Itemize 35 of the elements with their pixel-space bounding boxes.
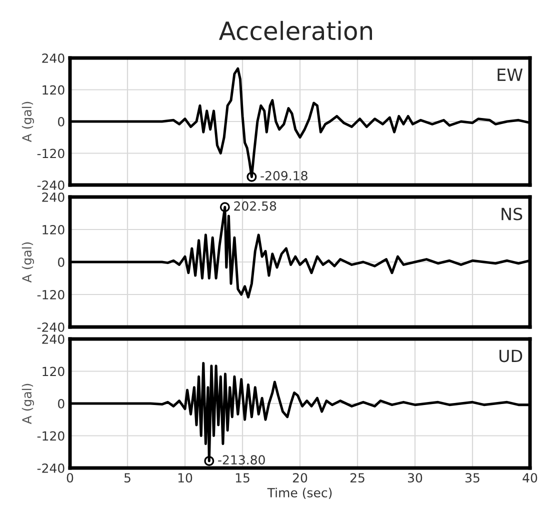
x-tick-label: 15 <box>236 473 250 483</box>
y-tick-label: -120 <box>37 431 64 441</box>
x-tick-label: 30 <box>408 473 422 483</box>
text: UD <box>500 350 522 362</box>
x-tick-label: 10 <box>178 473 192 483</box>
y-tick-label: -240 <box>37 322 64 332</box>
y-tick-label: -240 <box>37 180 64 190</box>
x-axis-title: Time (sec) <box>267 488 332 499</box>
annotation: -209.18 <box>260 171 308 180</box>
y-tick-label: -240 <box>37 463 64 473</box>
annotation: 202.58 <box>234 201 276 211</box>
y-axis-title: A (gal) <box>22 242 34 283</box>
text: NS <box>502 208 522 220</box>
text: EW <box>498 68 523 81</box>
annotation: -213.80 <box>218 455 265 465</box>
y-tick-label: 240 <box>42 334 64 344</box>
x-tick-label: 40 <box>522 473 538 483</box>
y-tick-label: 0 <box>58 398 64 408</box>
y-tick-label: 120 <box>42 224 64 234</box>
y-tick-label: -120 <box>37 290 64 300</box>
y-tick-label: 0 <box>58 116 64 126</box>
y-tick-label: 240 <box>42 192 64 202</box>
y-axis-title: A (gal) <box>22 384 34 424</box>
x-tick-label: 0 <box>66 473 74 483</box>
y-axis-title: A (gal) <box>22 102 34 142</box>
x-tick-label: 35 <box>466 473 480 483</box>
y-tick-label: -120 <box>37 148 64 158</box>
x-tick-label: 25 <box>350 473 364 483</box>
y-tick-label: 0 <box>58 257 64 267</box>
x-tick-label: 20 <box>292 473 308 483</box>
y-tick-label: 240 <box>42 53 64 63</box>
y-tick-label: 120 <box>42 366 64 376</box>
chart-title: Acceleration <box>218 20 372 40</box>
y-tick-label: 120 <box>42 85 64 95</box>
x-tick-label: 5 <box>124 473 130 483</box>
